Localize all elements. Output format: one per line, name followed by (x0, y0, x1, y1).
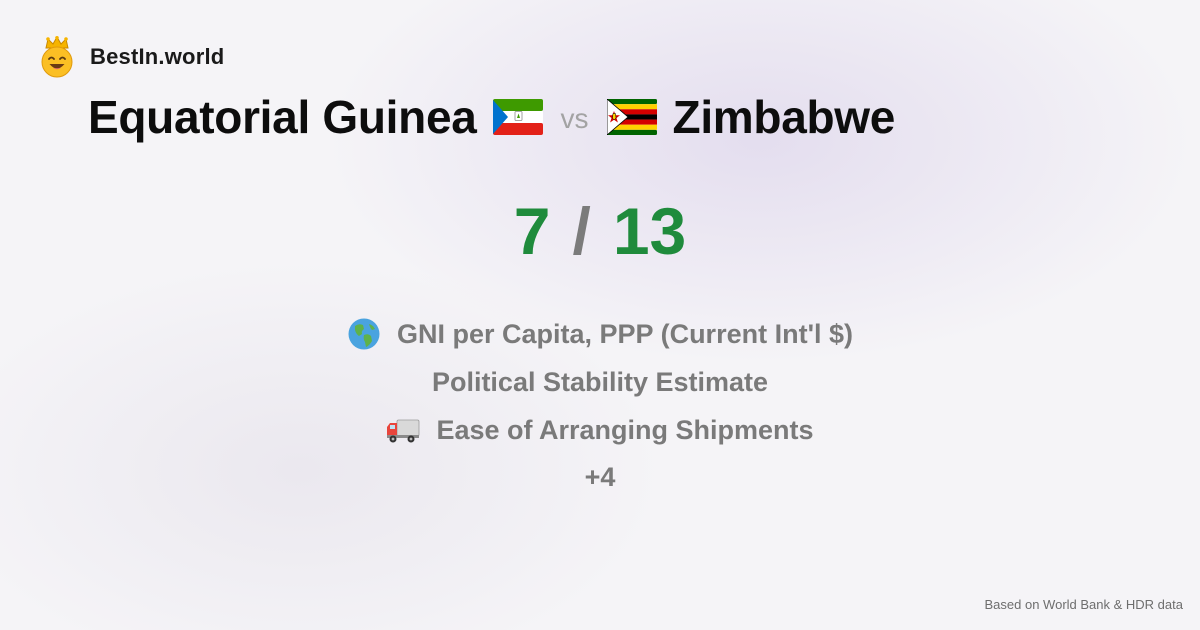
right-score: 13 (612, 194, 687, 268)
left-country-name[interactable]: Equatorial Guinea (88, 91, 477, 143)
metric-label: Political Stability Estimate (431, 366, 769, 397)
metric-item[interactable]: Political Stability Estimate (0, 358, 1200, 406)
brand-name: BestIn.world (90, 44, 225, 69)
right-country-name[interactable]: Zimbabwe (672, 91, 896, 143)
crowned-smiley-icon (41, 36, 73, 78)
score-display: 7 / 13 (0, 193, 1200, 269)
metric-list: GNI per Capita, PPP (Current Int'l $) Po… (0, 310, 1200, 500)
vs-label: vs (560, 103, 589, 134)
globe-icon (348, 318, 380, 350)
comparison-title: Equatorial Guinea vs Zimbabwe (88, 86, 895, 148)
zimbabwe-flag-icon (606, 99, 657, 135)
more-metrics-count[interactable]: +4 (584, 461, 616, 492)
data-source-note: Based on World Bank & HDR data (984, 597, 1183, 612)
equatorial-guinea-flag-icon (492, 99, 543, 135)
left-score: 7 (513, 194, 551, 268)
metric-label: GNI per Capita, PPP (Current Int'l $) (397, 318, 853, 349)
metric-label: Ease of Arranging Shipments (436, 414, 814, 445)
metric-item[interactable]: Ease of Arranging Shipments (0, 406, 1200, 454)
score-separator: / (572, 194, 591, 268)
metric-item[interactable]: GNI per Capita, PPP (Current Int'l $) (0, 310, 1200, 358)
brand[interactable]: BestIn.world (38, 36, 224, 78)
delivery-truck-icon (387, 419, 420, 443)
